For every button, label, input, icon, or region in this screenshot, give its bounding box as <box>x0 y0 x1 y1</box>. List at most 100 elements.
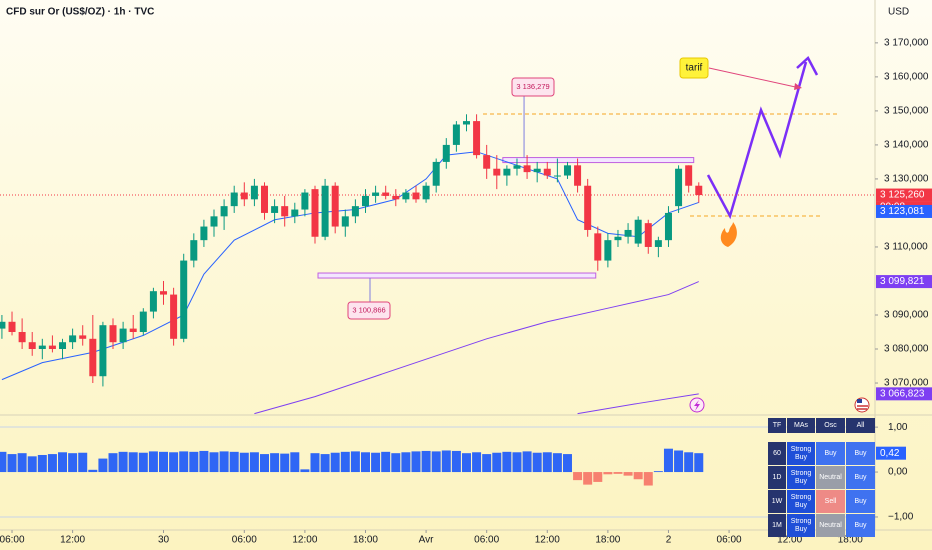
x-tick-label: 06:00 <box>0 535 25 546</box>
osc-bar <box>330 452 340 473</box>
x-tick-label: 12:00 <box>535 535 560 546</box>
osc-bar <box>350 451 360 473</box>
x-tick-label: 18:00 <box>353 535 378 546</box>
candle-body <box>139 311 147 332</box>
candle-body <box>180 260 188 339</box>
candle-body <box>79 335 87 339</box>
osc-bar <box>209 452 219 473</box>
osc-bar <box>229 451 239 473</box>
flame-icon <box>720 222 737 247</box>
candle-body <box>644 223 652 247</box>
candle-body <box>38 345 46 350</box>
table-cell: Strong Buy <box>787 442 815 465</box>
candle-body <box>594 233 602 261</box>
price-tag-label: 3 125,260 <box>880 190 925 201</box>
candle-body <box>271 206 279 213</box>
osc-bar <box>684 452 694 473</box>
osc-bar <box>27 456 37 473</box>
moving-average <box>577 393 699 415</box>
osc-bar <box>47 454 57 473</box>
y-tick-label: 3 140,000 <box>884 140 929 151</box>
candle-body <box>250 185 258 200</box>
table-cell: Strong Buy <box>787 514 815 537</box>
osc-bar <box>421 450 431 473</box>
osc-bar <box>522 451 532 473</box>
osc-bar <box>58 452 68 473</box>
candle-body <box>654 240 662 247</box>
osc-bar <box>532 452 542 473</box>
osc-bar <box>694 453 704 473</box>
candle-body <box>422 185 430 200</box>
candle-body <box>604 240 612 261</box>
candle-body <box>503 168 511 176</box>
y-tick-label: 3 150,000 <box>884 106 929 117</box>
osc-bar <box>37 454 47 473</box>
candle-body <box>452 124 460 145</box>
osc-bar <box>108 453 118 473</box>
osc-bar <box>249 452 259 473</box>
chart-title: CFD sur Or (US$/OZ) · 1h · TVC <box>6 7 154 18</box>
moving-average <box>254 281 699 415</box>
osc-bar <box>219 451 229 473</box>
plot: 3 170,000 3 160,000 3 150,000 3 140,000 3 13… <box>0 38 932 546</box>
technical-summary-table: TF MAs Osc All 60 Strong Buy Buy Buy 1D Strong Bu… <box>768 418 875 537</box>
candle-body <box>69 335 77 343</box>
candle-body <box>0 321 6 329</box>
osc-bar <box>371 452 381 473</box>
candle-body <box>149 291 157 312</box>
osc-bar <box>169 452 179 473</box>
candle-body <box>99 325 107 377</box>
osc-bar <box>270 453 280 473</box>
y-tick-label: 3 070,000 <box>884 378 929 389</box>
osc-bar <box>663 448 673 473</box>
x-tick-label: Avr <box>419 535 434 546</box>
osc-bar <box>280 453 290 473</box>
candle-body <box>483 155 491 169</box>
candle-body <box>412 192 420 200</box>
y-tick-label: 3 110,000 <box>884 242 928 253</box>
candle-body <box>200 226 208 241</box>
candle-body <box>563 165 571 176</box>
y-tick-label: 3 160,000 <box>884 72 929 83</box>
note-text: tarif <box>686 63 703 74</box>
candle-body <box>331 185 339 227</box>
candle-body <box>230 192 238 207</box>
price-tag-label: 3 066,823 <box>880 388 925 399</box>
candle-body <box>462 121 470 125</box>
candle-body <box>392 195 400 200</box>
annotation-label: 3 100,866 <box>352 305 385 314</box>
candle-body <box>372 192 380 196</box>
candle-body <box>574 165 582 186</box>
flag-canton <box>857 399 862 403</box>
candle-body <box>240 192 248 200</box>
osc-bar <box>653 471 663 473</box>
range-box <box>317 272 597 279</box>
currency-label: USD <box>888 7 909 18</box>
candle-body <box>624 229 632 237</box>
price-tag <box>876 188 932 202</box>
table-cell: Neutral <box>816 514 845 537</box>
table-cell: Buy <box>846 442 875 465</box>
candle-body <box>260 185 268 213</box>
osc-bar <box>451 450 461 473</box>
table-cell: 1M <box>768 514 786 537</box>
candle-body <box>614 236 622 241</box>
osc-bar <box>381 451 391 473</box>
table-cell: 60 <box>768 442 786 465</box>
osc-bar <box>562 454 572 473</box>
osc-bar <box>290 452 300 473</box>
price-tag-label: 3 099,821 <box>880 276 925 287</box>
candle-body <box>533 168 541 173</box>
candle-body <box>402 192 410 200</box>
table-cell: Buy <box>846 514 875 537</box>
osc-bar <box>431 451 441 473</box>
y-tick-label: 3 130,000 <box>884 174 929 185</box>
price-tag <box>876 275 932 289</box>
osc-bar <box>148 451 158 473</box>
x-tick-label: 12:00 <box>292 535 317 546</box>
y-tick-label: 3 170,000 <box>884 38 929 49</box>
osc-bar <box>98 458 108 473</box>
projection-path <box>706 61 808 220</box>
annotation-tag <box>347 301 391 320</box>
